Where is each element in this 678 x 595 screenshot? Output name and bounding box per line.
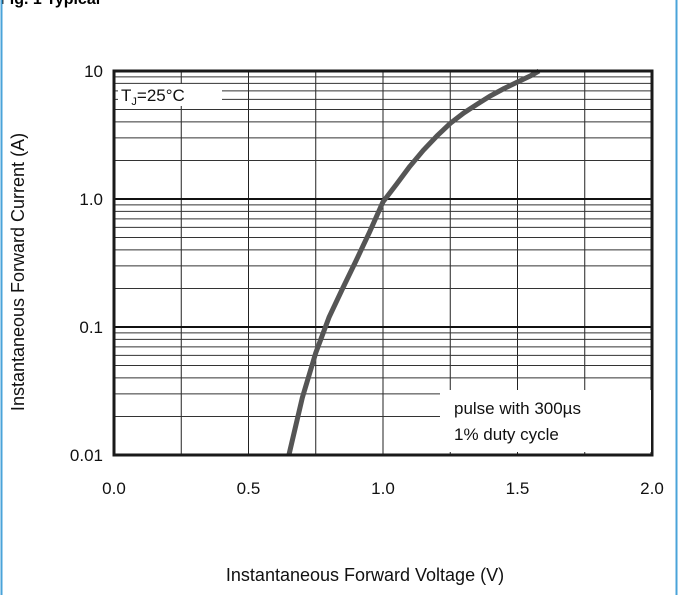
y-tick-label: 0.1	[79, 318, 103, 337]
temperature-annotation-text: TJ=25°C	[121, 86, 185, 108]
x-tick-labels: 0.0 0.5 1.0 1.5 2.0	[102, 479, 664, 498]
pulse-annotation-bg	[440, 390, 651, 452]
x-tick-label: 2.0	[640, 479, 664, 498]
x-tick-label: 0.5	[237, 479, 261, 498]
y-axis-title: Instantaneous Forward Current (A)	[8, 133, 28, 411]
figure-title: Fig. 1 Typical	[0, 0, 100, 9]
y-tick-labels: 0.01 0.1 1.0 10	[70, 62, 103, 465]
y-tick-label: 10	[84, 62, 103, 81]
x-tick-label: 1.0	[371, 479, 395, 498]
temperature-value: =25°C	[137, 86, 185, 105]
temperature-annotation-bg	[118, 84, 222, 106]
curve-layer	[286, 68, 541, 456]
forward-curve-line	[286, 68, 541, 456]
pulse-annotation-line2: 1% duty cycle	[454, 425, 559, 444]
pulse-annotation-line1: pulse with 300µs	[454, 399, 581, 418]
y-tick-label: 0.01	[70, 446, 103, 465]
temperature-t: T	[121, 86, 131, 105]
temperature-annotation: TJ=25°C	[118, 84, 222, 108]
plot-area-frame	[112, 69, 654, 457]
y-tick-label: 1.0	[79, 190, 103, 209]
x-tick-label: 1.5	[506, 479, 530, 498]
temperature-subscript: J	[131, 96, 137, 108]
pulse-annotation: pulse with 300µs 1% duty cycle	[440, 390, 651, 452]
x-tick-label: 0.0	[102, 479, 126, 498]
x-axis-title: Instantaneous Forward Voltage (V)	[226, 565, 504, 585]
